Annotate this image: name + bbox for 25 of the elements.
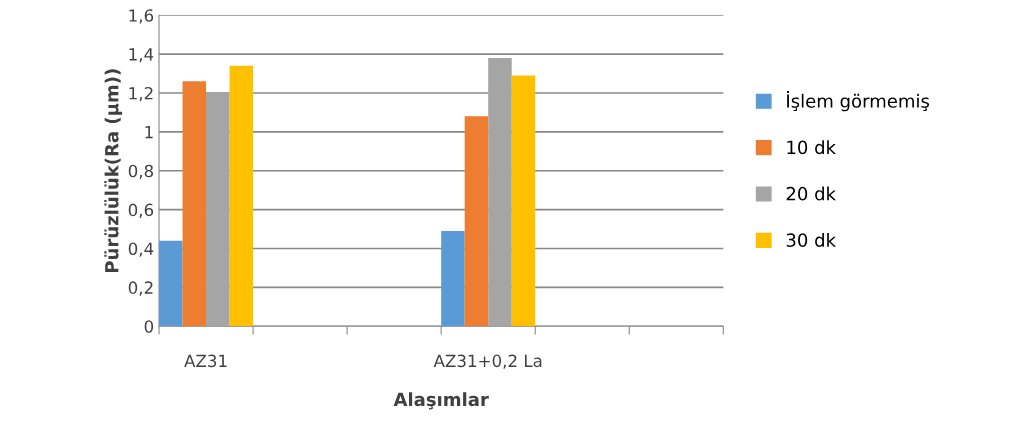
- legend-label: 20 dk: [786, 186, 836, 201]
- x-tick-label: AZ31: [184, 354, 227, 368]
- legend-label: İşlem görmemiş: [787, 91, 930, 112]
- x-tick-label: AZ31+0,2 La: [433, 354, 542, 369]
- bar: [206, 92, 230, 327]
- y-axis-title: Pürüzlülük(Ra (µm)): [104, 69, 123, 273]
- legend-label: 10 dk: [787, 140, 836, 155]
- y-tick-label: 0,6: [128, 203, 154, 218]
- bar: [441, 231, 465, 327]
- y-tick-label: 0: [144, 320, 154, 333]
- bar: [229, 65, 254, 327]
- y-tick-label: 1,4: [129, 48, 154, 63]
- y-tick-label: 1: [145, 126, 153, 139]
- bar: [159, 240, 183, 327]
- y-tick-label: 0,2: [128, 281, 153, 296]
- y-tick-label: 1,2: [129, 86, 153, 102]
- bar: [464, 116, 489, 327]
- bar: [182, 81, 207, 327]
- x-axis-title: Alaşımlar: [393, 392, 489, 410]
- bar: [511, 75, 536, 327]
- y-tick-label: 0,4: [128, 242, 154, 257]
- bar: [488, 57, 512, 327]
- legend-label: 30 dk: [786, 232, 836, 247]
- y-tick-label: 0,8: [128, 164, 154, 180]
- y-tick-label: 1,6: [129, 9, 154, 24]
